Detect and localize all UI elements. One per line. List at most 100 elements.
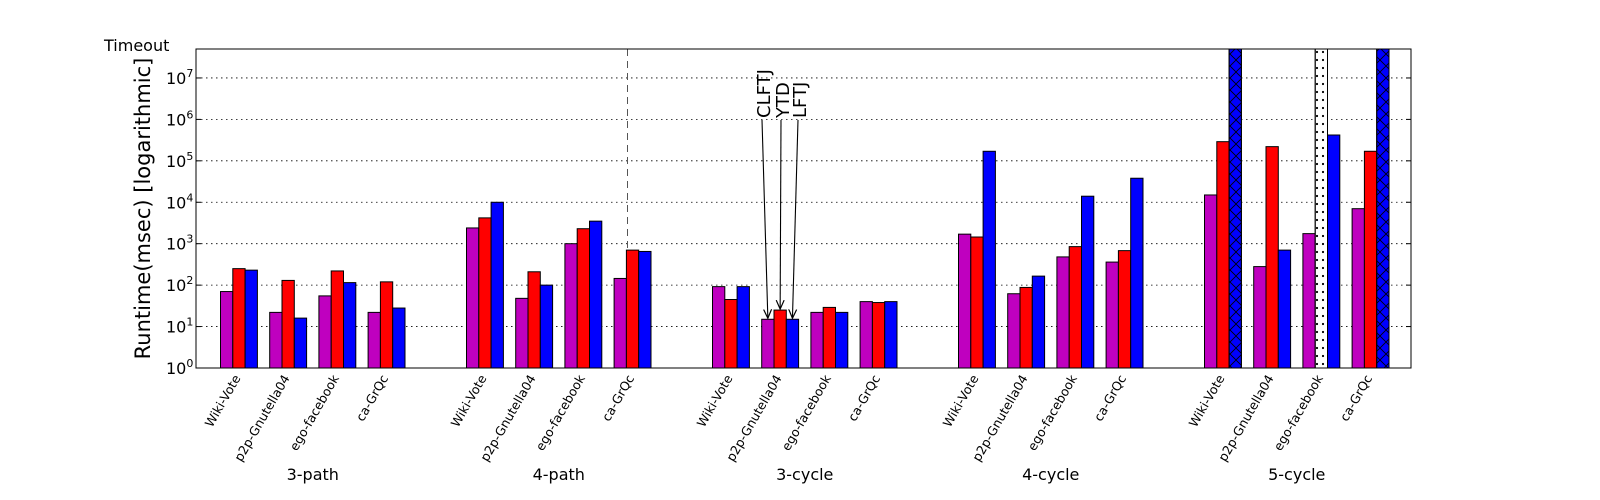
y-tick-exponent: 3	[186, 233, 193, 246]
bar-5-cycle-Wiki-Vote-YTD	[1216, 141, 1230, 369]
y-tick-base: 10	[166, 276, 186, 295]
bar-3-path-p2p-Gnutella04-CLFTJ	[269, 311, 283, 369]
dataset-label: ego-facebook	[778, 371, 834, 453]
y-tick-exponent: 1	[186, 316, 193, 329]
y-tick-base: 10	[166, 152, 186, 171]
dataset-label: Wiki-Vote	[1186, 372, 1228, 430]
bar-3-path-ego-facebook-CLFTJ	[318, 295, 332, 369]
bar-3-path-Wiki-Vote-LFTJ	[244, 269, 258, 369]
y-tick-label-2: 102	[166, 274, 193, 295]
dataset-label: ca-GrQc	[1091, 372, 1130, 424]
bar-5-cycle-Wiki-Vote-CLFTJ	[1204, 194, 1218, 369]
bar-4-cycle-ego-facebook-LFTJ	[1081, 195, 1095, 369]
bar-3-path-ca-GrQc-CLFTJ	[367, 311, 381, 369]
y-tick-label-6: 106	[166, 108, 193, 129]
bar-5-cycle-p2p-Gnutella04-YTD	[1265, 146, 1279, 369]
bar-4-cycle-Wiki-Vote-YTD	[970, 236, 984, 369]
bar-5-cycle-ego-facebook-LFTJ	[1327, 134, 1341, 369]
bar-3-cycle-Wiki-Vote-CLFTJ	[712, 286, 726, 369]
y-tick-base: 10	[166, 69, 186, 88]
annotation-label-CLFTJ: CLFTJ	[754, 69, 775, 118]
bar-3-cycle-ca-GrQc-LFTJ	[884, 301, 898, 369]
y-tick-exponent: 0	[186, 357, 193, 370]
y-tick-base: 10	[166, 235, 186, 254]
y-tick-exponent: 5	[186, 150, 193, 163]
y-tick-label-3: 103	[166, 233, 193, 254]
bar-3-cycle-ego-facebook-LFTJ	[835, 311, 849, 369]
y-tick-exponent: 7	[186, 67, 193, 80]
dataset-label: ego-facebook	[532, 371, 588, 453]
group-label-4-path: 4-path	[533, 465, 585, 484]
bar-4-path-ca-GrQc-CLFTJ	[613, 277, 627, 369]
y-axis-label: Runtime(msec) [logarithmic]	[131, 58, 155, 360]
annotation-arrow-LFTJ	[792, 119, 799, 318]
bar-3-path-ca-GrQc-YTD	[379, 281, 394, 369]
bar-3-path-ego-facebook-LFTJ	[343, 282, 357, 369]
bar-3-path-p2p-Gnutella04-YTD	[281, 279, 295, 369]
y-tick-label-5: 105	[166, 150, 193, 171]
y-tick-exponent: 4	[186, 191, 193, 204]
bar-5-cycle-ca-GrQc-CLFTJ	[1351, 208, 1365, 369]
bar-timeout-pattern	[1228, 48, 1242, 369]
bar-5-cycle-ca-GrQc-YTD	[1363, 150, 1378, 369]
bar-4-cycle-p2p-Gnutella04-LFTJ	[1031, 275, 1046, 369]
dataset-label: Wiki-Vote	[940, 372, 982, 430]
bar-4-path-Wiki-Vote-YTD	[478, 217, 492, 369]
dataset-label: p2p-Gnutella04	[231, 372, 293, 464]
group-label-4-cycle: 4-cycle	[1022, 465, 1079, 484]
group-label-5-cycle: 5-cycle	[1268, 465, 1325, 484]
y-tick-exponent: 2	[186, 274, 193, 287]
dataset-label: p2p-Gnutella04	[1215, 372, 1277, 464]
annotation-label-YTD: YTD	[773, 82, 794, 119]
bar-3-cycle-ca-GrQc-YTD	[871, 302, 886, 369]
bar-3-cycle-Wiki-Vote-LFTJ	[736, 286, 750, 369]
group-label-3-path: 3-path	[287, 465, 339, 484]
bar-4-path-ego-facebook-YTD	[576, 228, 591, 369]
bar-timeout-pattern	[1376, 48, 1390, 369]
bar-5-cycle-p2p-Gnutella04-CLFTJ	[1253, 266, 1267, 369]
y-tick-label-1: 101	[166, 316, 193, 337]
annotation-arrow-CLFTJ	[761, 119, 768, 318]
dataset-label: ca-GrQc	[1337, 372, 1376, 424]
bar-4-path-Wiki-Vote-LFTJ	[490, 201, 504, 369]
bar-3-path-ego-facebook-YTD	[330, 270, 345, 369]
y-tick-base: 10	[166, 318, 186, 337]
bar-4-cycle-ego-facebook-CLFTJ	[1056, 256, 1070, 369]
dataset-label: p2p-Gnutella04	[477, 372, 539, 464]
bar-4-path-ego-facebook-CLFTJ	[564, 243, 578, 369]
bar-4-path-ca-GrQc-YTD	[625, 249, 640, 369]
dataset-label: Wiki-Vote	[694, 372, 736, 430]
dataset-label: ego-facebook	[286, 371, 342, 453]
bar-4-path-Wiki-Vote-CLFTJ	[466, 227, 480, 369]
y-tick-exponent: 6	[186, 108, 193, 121]
y-tick-base: 10	[166, 359, 186, 378]
bar-4-cycle-p2p-Gnutella04-YTD	[1019, 286, 1033, 369]
bar-3-cycle-ca-GrQc-CLFTJ	[859, 301, 873, 369]
dataset-label: ego-facebook	[1024, 371, 1080, 453]
y-tick-label-7: 107	[166, 67, 193, 88]
bar-4-cycle-Wiki-Vote-CLFTJ	[958, 233, 972, 369]
bar-3-path-p2p-Gnutella04-LFTJ	[293, 317, 308, 369]
dataset-label: p2p-Gnutella04	[969, 372, 1031, 464]
annotation-arrow-YTD	[780, 119, 781, 309]
bar-3-cycle-ego-facebook-CLFTJ	[810, 311, 824, 369]
y-tick-label-0: 100	[166, 357, 193, 378]
dataset-label: Wiki-Vote	[448, 372, 490, 430]
bar-4-path-p2p-Gnutella04-CLFTJ	[515, 297, 529, 369]
bar-3-cycle-p2p-Gnutella04-YTD	[773, 309, 787, 369]
annotation-label-LFTJ: LFTJ	[790, 82, 811, 118]
dataset-label: ca-GrQc	[599, 372, 638, 424]
bar-4-cycle-ca-GrQc-LFTJ	[1130, 177, 1144, 369]
timeout-label: Timeout	[103, 36, 169, 55]
dataset-label: ca-GrQc	[353, 372, 392, 424]
dataset-label: ego-facebook	[1270, 371, 1326, 453]
bar-4-cycle-p2p-Gnutella04-CLFTJ	[1007, 293, 1021, 369]
y-tick-base: 10	[166, 110, 186, 129]
dataset-label: Wiki-Vote	[202, 372, 244, 430]
bar-4-path-ca-GrQc-LFTJ	[638, 250, 652, 369]
bar-4-cycle-ca-GrQc-YTD	[1117, 250, 1132, 369]
bar-4-path-ego-facebook-LFTJ	[589, 220, 603, 369]
bar-4-path-p2p-Gnutella04-YTD	[527, 271, 541, 369]
